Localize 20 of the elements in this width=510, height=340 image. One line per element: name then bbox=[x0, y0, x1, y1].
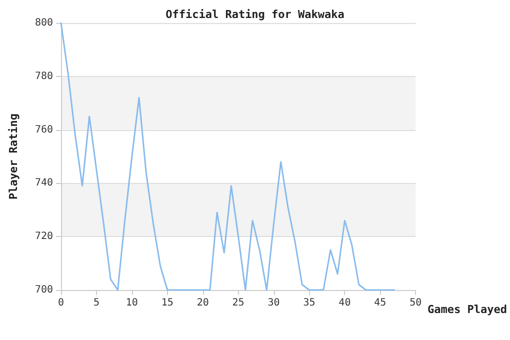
x-tick-label: 20 bbox=[196, 298, 209, 308]
x-tick-label: 15 bbox=[161, 298, 174, 308]
y-tick-label: 740 bbox=[34, 178, 53, 189]
x-tick-label: 10 bbox=[126, 298, 138, 308]
y-tick-label: 780 bbox=[34, 70, 53, 82]
y-axis-title: Player Rating bbox=[7, 113, 20, 200]
x-tick-label: 50 bbox=[410, 298, 422, 308]
x-tick-label: 35 bbox=[303, 298, 316, 308]
y-tick-label: 700 bbox=[34, 284, 53, 296]
x-tick-label: 25 bbox=[232, 298, 244, 308]
x-tick-label: 40 bbox=[338, 298, 351, 308]
x-tick-label: 5 bbox=[93, 298, 100, 308]
y-tick-label: 720 bbox=[34, 231, 53, 242]
x-tick-label: 0 bbox=[58, 298, 64, 308]
y-tick-label: 760 bbox=[34, 124, 53, 136]
y-tick-label: 800 bbox=[34, 18, 53, 28]
x-tick-label: 45 bbox=[374, 298, 386, 308]
x-axis-title: Games Played bbox=[428, 303, 507, 316]
x-tick-label: 30 bbox=[268, 298, 280, 308]
chart-title: Official Rating for Wakwaka bbox=[166, 8, 344, 21]
